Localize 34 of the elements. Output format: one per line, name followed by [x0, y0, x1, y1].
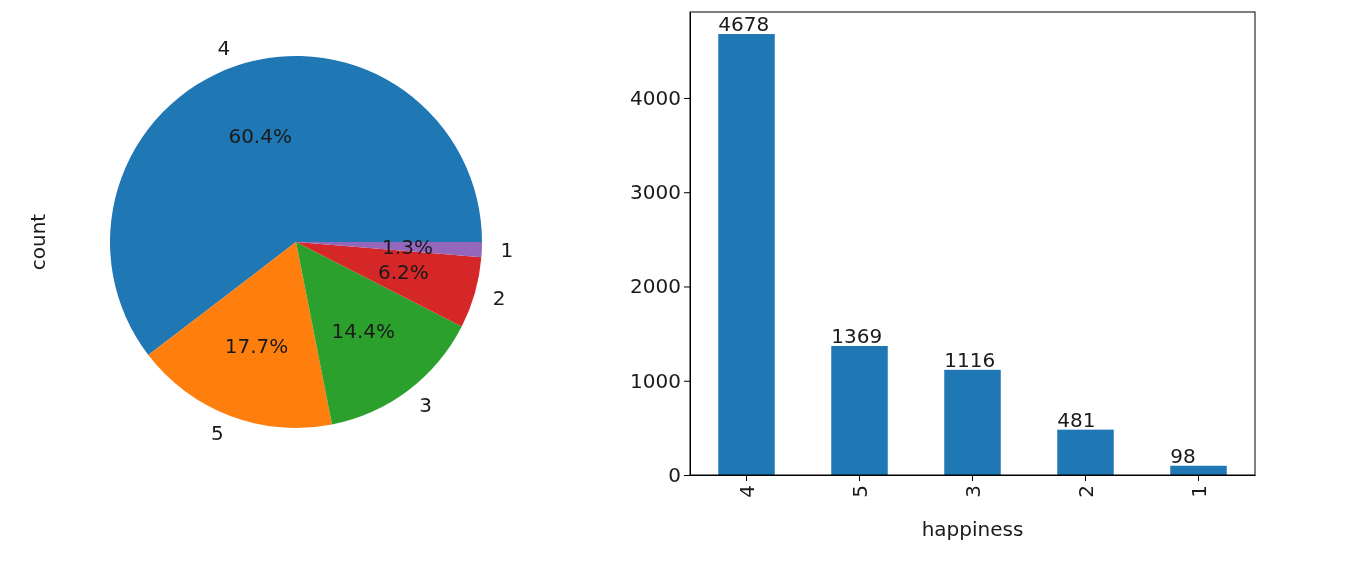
data-label: 1.3%: [382, 234, 433, 259]
y-tick-label: 2000: [630, 274, 681, 299]
x-tick-label: 1: [1186, 485, 1211, 498]
data-label: 1116: [944, 347, 996, 372]
x-tick-label: 5: [847, 485, 872, 498]
data-label: 60.4%: [228, 124, 292, 149]
pie-slice: [148, 242, 332, 428]
data-label: 98: [1170, 443, 1196, 468]
x-tick-label: 3: [960, 485, 985, 498]
y-tick-label: 3000: [630, 180, 681, 205]
slice-label: 5: [210, 421, 224, 446]
bar: [831, 345, 888, 475]
data-label: 14.4%: [331, 319, 396, 344]
slice-label: 1: [500, 238, 514, 263]
y-tick-label: 4000: [630, 85, 681, 110]
data-label: 4678: [718, 12, 770, 37]
data-label: 17.7%: [224, 334, 289, 359]
slice-label: 4: [217, 36, 231, 61]
y-tick-label: 0: [668, 462, 681, 487]
y-tick-label: 1000: [630, 368, 681, 393]
data-label: 481: [1057, 407, 1096, 432]
x-axis-title: happiness: [921, 517, 1024, 541]
bar: [944, 369, 1001, 475]
pie-slice: [296, 242, 462, 425]
x-tick-label: 4: [734, 485, 759, 498]
text: count: [26, 213, 50, 271]
slice-label: 2: [492, 285, 506, 310]
x-tick-label: 2: [1073, 485, 1098, 498]
data-label: 1369: [831, 323, 883, 348]
bar: [1057, 429, 1114, 475]
slice-label: 3: [419, 393, 433, 418]
data-label: 6.2%: [377, 260, 429, 285]
pie-slice: [110, 56, 482, 356]
bar: [718, 34, 775, 475]
